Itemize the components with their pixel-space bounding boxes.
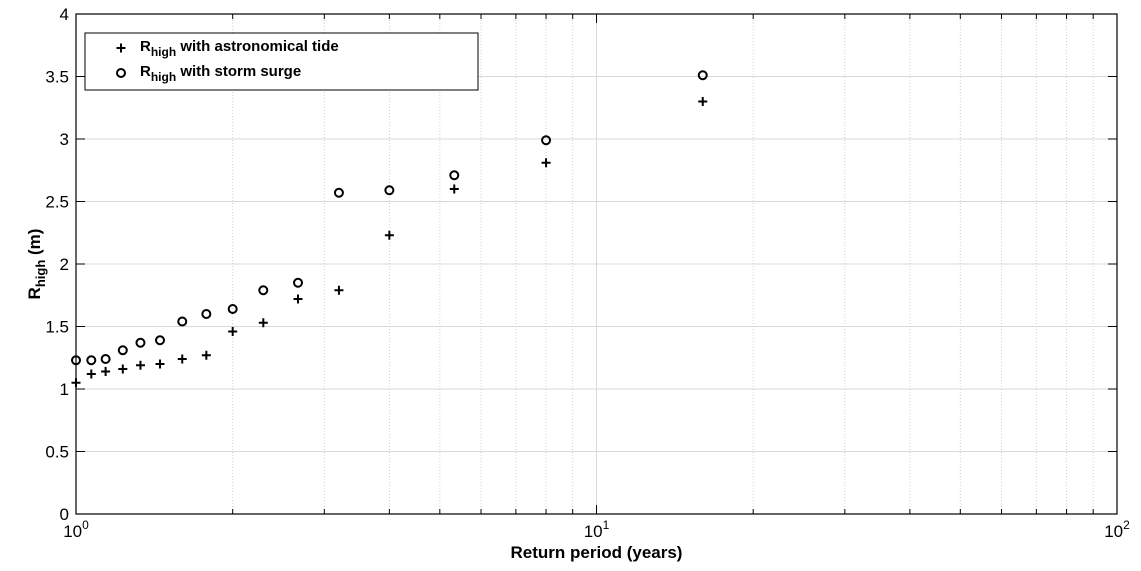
legend-marker-circle <box>116 68 126 78</box>
y-tick-label: 0 <box>60 505 69 524</box>
legend-box <box>84 32 479 91</box>
data-point-storm-surge <box>135 337 146 348</box>
y-tick-label: 0.5 <box>45 443 69 462</box>
x-tick-label: 100 <box>63 518 89 541</box>
data-point-storm-surge <box>71 355 81 366</box>
data-point-storm-surge <box>86 355 97 366</box>
data-point-storm-surge <box>100 354 111 364</box>
data-point-astronomical-tide <box>293 294 303 304</box>
y-tick-label: 2 <box>60 255 69 274</box>
grid <box>76 14 1117 514</box>
data-point-astronomical-tide <box>86 369 96 379</box>
data-point-astronomical-tide <box>449 184 459 194</box>
data-point-storm-surge <box>117 345 128 356</box>
x-axis-tick-labels: 100 101 102 <box>63 518 1130 541</box>
data-point-astronomical-tide <box>135 360 145 370</box>
data-point-astronomical-tide <box>118 364 128 374</box>
data-point-astronomical-tide <box>258 318 268 328</box>
data-point-storm-surge <box>177 316 188 327</box>
data-point-storm-surge <box>201 309 212 319</box>
legend-marker-circle-shape <box>116 68 126 78</box>
data-point-astronomical-tide <box>334 285 344 295</box>
data-point-astronomical-tide <box>384 230 394 240</box>
x-axis-label: Return period (years) <box>511 543 683 562</box>
data-point-storm-surge <box>258 285 269 296</box>
x-tick-label: 102 <box>1104 518 1130 541</box>
y-tick-label: 3 <box>60 130 69 149</box>
y-tick-label: 2.5 <box>45 193 69 212</box>
legend-entry-storm-surge: Rhigh with storm surge <box>140 63 301 84</box>
data-point-storm-surge <box>292 277 303 288</box>
data-point-astronomical-tide <box>101 367 111 376</box>
data-point-astronomical-tide <box>698 97 708 106</box>
data-point-storm-surge <box>449 170 460 181</box>
data-point-storm-surge <box>154 335 165 346</box>
data-points <box>71 70 708 388</box>
y-axis-label-base: R <box>25 287 44 299</box>
data-point-astronomical-tide <box>71 378 81 388</box>
y-tick-label: 1 <box>60 380 69 399</box>
y-tick-label: 3.5 <box>45 68 69 87</box>
data-point-storm-surge <box>333 187 344 198</box>
y-tick-label: 1.5 <box>45 318 69 337</box>
y-axis-label: Rhigh (m) <box>25 229 48 300</box>
legend: Rhigh with astronomical tide Rhigh with … <box>84 32 479 91</box>
data-point-astronomical-tide <box>541 158 551 168</box>
data-point-astronomical-tide <box>177 354 187 364</box>
data-point-astronomical-tide <box>201 350 211 360</box>
data-point-storm-surge <box>697 70 708 81</box>
y-axis-label-sub: high <box>33 260 48 287</box>
y-tick-label: 4 <box>60 5 69 24</box>
legend-marker-plus-shape <box>116 43 126 53</box>
data-point-storm-surge <box>227 304 238 314</box>
data-point-storm-surge <box>384 185 395 196</box>
y-axis-tick-labels: 0 0.5 1 1.5 2 2.5 3 3.5 4 <box>45 5 69 524</box>
legend-entry-astronomical-tide: Rhigh with astronomical tide <box>140 38 339 59</box>
x-tick-label: 101 <box>584 518 610 541</box>
y-axis-label-suffix: (m) <box>25 229 44 260</box>
data-point-astronomical-tide <box>228 327 238 336</box>
axis-ticks <box>75 13 1118 515</box>
legend-marker-plus <box>116 43 126 53</box>
data-point-astronomical-tide <box>155 359 165 369</box>
data-point-storm-surge <box>541 135 552 146</box>
